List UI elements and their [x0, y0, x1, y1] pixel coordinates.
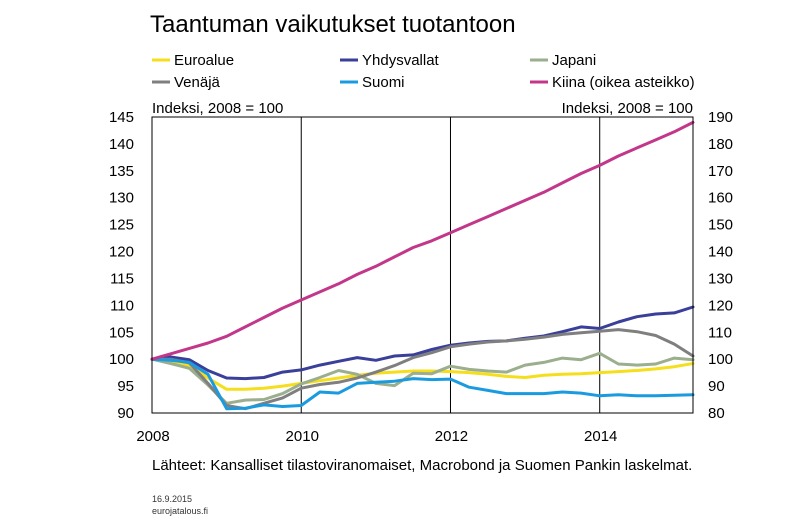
- legend-label-5: Kiina (oikea asteikko): [552, 74, 695, 91]
- x-tick-label: 2010: [286, 428, 319, 445]
- left-tick-label: 130: [109, 190, 134, 207]
- x-axis-ticks: 2008 2010 2012 2014: [136, 428, 617, 445]
- publication-date: 16.9.2015: [152, 494, 193, 504]
- left-tick-label: 135: [109, 163, 134, 180]
- legend-label-4: Suomi: [362, 74, 405, 91]
- legend-label-3: Venäjä: [174, 74, 221, 91]
- legend-label-2: Japani: [552, 52, 596, 69]
- right-tick-label: 140: [708, 244, 733, 261]
- chart-svg: Taantuman vaikutukset tuotantoon Euroalu…: [109, 11, 733, 445]
- left-tick-label: 125: [109, 217, 134, 234]
- right-tick-label: 130: [708, 270, 733, 287]
- right-tick-label: 80: [708, 405, 725, 422]
- left-tick-label: 120: [109, 244, 134, 261]
- series-line-1: [150, 305, 695, 381]
- left-tick-label: 110: [110, 297, 134, 314]
- left-tick-label: 105: [109, 324, 134, 341]
- right-tick-label: 180: [708, 136, 733, 153]
- right-tick-label: 110: [708, 324, 732, 341]
- left-tick-label: 115: [110, 270, 134, 287]
- plot-frame: [151, 116, 694, 414]
- series-line-0: [150, 357, 695, 391]
- right-tick-label: 100: [708, 351, 733, 368]
- right-tick-label: 160: [708, 190, 733, 207]
- source-note: Lähteet: Kansalliset tilastoviranomaiset…: [152, 457, 693, 474]
- right-axis-ticks: 190 180 170 160 150 140 130 120 110 100 90 80: [708, 109, 733, 422]
- left-tick-label: 145: [109, 109, 134, 126]
- x-tick-label: 2014: [584, 428, 617, 445]
- right-tick-label: 90: [708, 378, 725, 395]
- right-axis-label: Indeksi, 2008 = 100: [562, 100, 693, 117]
- site-name: eurojatalous.fi: [152, 506, 209, 516]
- legend: Euroalue Yhdysvallat Japani Venäjä Suomi Kiin…: [152, 52, 695, 91]
- x-tick-label: 2012: [435, 428, 468, 445]
- right-tick-label: 170: [708, 163, 733, 180]
- right-tick-label: 150: [708, 217, 733, 234]
- left-axis-ticks: 145 140 135 130 125 120 115 110 105 100 95 90: [109, 109, 134, 422]
- series-line-4: [150, 357, 695, 411]
- series-lines: [150, 120, 695, 411]
- series-line-5: [150, 120, 695, 361]
- legend-label-1: Yhdysvallat: [362, 52, 440, 69]
- left-tick-label: 140: [109, 136, 134, 153]
- series-line-2: [150, 351, 695, 405]
- right-tick-label: 190: [708, 109, 733, 126]
- x-tick-label: 2008: [136, 428, 169, 445]
- gridlines: [300, 117, 601, 413]
- left-tick-label: 95: [117, 378, 134, 395]
- chart-title: Taantuman vaikutukset tuotantoon: [150, 11, 516, 38]
- series-line-3: [150, 328, 695, 411]
- left-tick-label: 90: [117, 405, 134, 422]
- left-axis-label: Indeksi, 2008 = 100: [152, 100, 283, 117]
- right-tick-label: 120: [708, 297, 733, 314]
- left-tick-label: 100: [109, 351, 134, 368]
- legend-label-0: Euroalue: [174, 52, 234, 69]
